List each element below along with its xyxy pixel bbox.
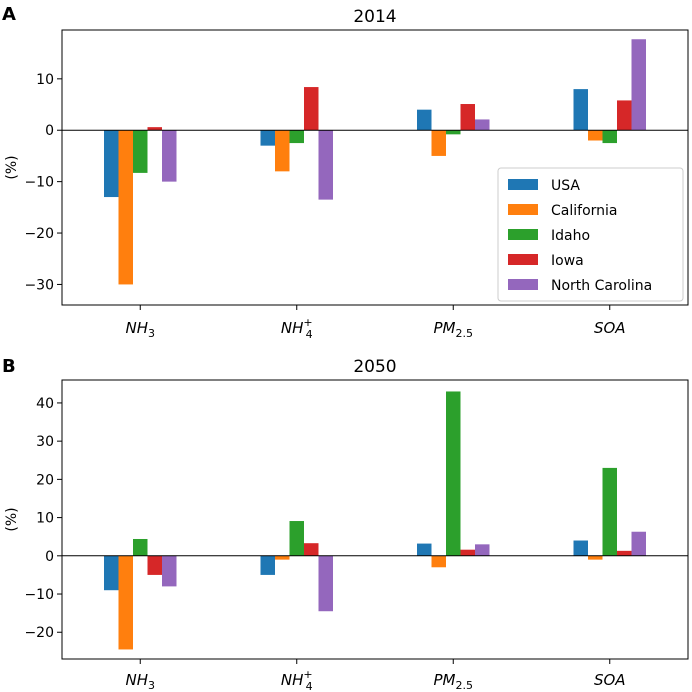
bar-california-3 bbox=[588, 555, 603, 560]
y-tick-label: 20 bbox=[36, 472, 54, 488]
panel-label: A bbox=[2, 4, 16, 25]
x-tick-label: SOA bbox=[594, 319, 626, 337]
y-tick-label: 10 bbox=[36, 72, 54, 88]
bar-california-0 bbox=[118, 130, 133, 285]
y-axis-label: (%) bbox=[4, 507, 20, 531]
y-tick-label: −20 bbox=[24, 625, 54, 641]
bar-usa-1 bbox=[260, 555, 275, 575]
legend-label-iowa: Iowa bbox=[551, 253, 584, 269]
y-axis-label: (%) bbox=[4, 155, 20, 179]
x-tick-label-sub: 3 bbox=[148, 327, 155, 340]
bar-iowa-2 bbox=[460, 104, 475, 131]
bar-california-2 bbox=[431, 130, 446, 156]
bar-north-carolina-0 bbox=[162, 130, 177, 182]
x-tick-label-sub: 2.5 bbox=[456, 679, 474, 692]
bar-iowa-1 bbox=[304, 87, 319, 131]
legend-box bbox=[497, 167, 684, 302]
bar-iowa-2 bbox=[460, 549, 475, 556]
legend-swatch-idaho bbox=[508, 229, 538, 240]
y-tick-label: 30 bbox=[36, 434, 54, 450]
bar-usa-2 bbox=[417, 543, 432, 556]
legend-swatch-iowa bbox=[508, 254, 538, 265]
bar-idaho-3 bbox=[602, 467, 617, 556]
x-tick-label-sup: + bbox=[303, 668, 312, 681]
x-tick-label-base: SOA bbox=[594, 671, 626, 689]
x-tick-label-sub: 3 bbox=[148, 679, 155, 692]
bar-california-3 bbox=[588, 130, 603, 141]
bar-iowa-3 bbox=[617, 100, 632, 131]
legend-label-usa: USA bbox=[551, 178, 580, 194]
bar-idaho-2 bbox=[446, 130, 461, 135]
plot-frame bbox=[61, 29, 689, 306]
bar-north-carolina-3 bbox=[631, 39, 646, 131]
x-tick-label: NH3 bbox=[126, 319, 156, 340]
y-tick-label: −20 bbox=[24, 226, 54, 242]
bar-usa-2 bbox=[417, 109, 432, 131]
bar-idaho-0 bbox=[133, 130, 148, 173]
y-tick-label: −30 bbox=[24, 277, 54, 293]
y-tick-label: 0 bbox=[45, 123, 54, 139]
chart-title: 2050 bbox=[353, 357, 396, 377]
x-tick-label-base: SOA bbox=[594, 319, 626, 337]
bar-north-carolina-1 bbox=[318, 130, 333, 200]
bar-usa-0 bbox=[104, 555, 119, 591]
bar-california-1 bbox=[275, 555, 290, 560]
legend-label-north-carolina: North Carolina bbox=[551, 278, 652, 294]
chart-title: 2014 bbox=[353, 7, 396, 27]
x-tick-label: NH3 bbox=[126, 671, 156, 692]
bar-california-2 bbox=[431, 555, 446, 568]
y-tick-label: −10 bbox=[24, 175, 54, 191]
legend-swatch-california bbox=[508, 204, 538, 215]
x-tick-label: NH+ 4 bbox=[281, 668, 313, 692]
plot-frame bbox=[61, 379, 689, 660]
legend-label-idaho: Idaho bbox=[551, 228, 590, 244]
x-tick-label-base: NH bbox=[126, 671, 149, 689]
legend-swatch-north-carolina bbox=[508, 279, 538, 290]
bar-usa-3 bbox=[573, 89, 588, 131]
x-tick-label-sub: 4 bbox=[306, 680, 313, 692]
x-tick-label-sub: 2.5 bbox=[456, 327, 474, 340]
bar-north-carolina-2 bbox=[475, 119, 490, 131]
bar-idaho-1 bbox=[289, 130, 304, 144]
y-tick-label: −10 bbox=[24, 587, 54, 603]
x-tick-label-sub: 4 bbox=[306, 328, 313, 341]
bar-usa-0 bbox=[104, 130, 119, 198]
x-tick-label: SOA bbox=[594, 671, 626, 689]
x-tick-label: PM2.5 bbox=[434, 671, 474, 692]
bar-north-carolina-1 bbox=[318, 555, 333, 612]
panel-label: B bbox=[2, 356, 16, 377]
bar-north-carolina-0 bbox=[162, 555, 177, 587]
bar-idaho-0 bbox=[133, 538, 148, 556]
x-tick-label-sup: + bbox=[303, 316, 312, 329]
legend-swatch-usa bbox=[508, 179, 538, 190]
y-tick-label: 40 bbox=[36, 396, 54, 412]
bar-usa-1 bbox=[260, 130, 275, 146]
bar-california-1 bbox=[275, 130, 290, 172]
x-tick-label-base: NH bbox=[126, 319, 149, 337]
x-tick-label-base: PM bbox=[434, 671, 456, 689]
bar-usa-3 bbox=[573, 540, 588, 556]
bar-idaho-3 bbox=[602, 130, 617, 144]
bar-idaho-2 bbox=[446, 391, 461, 556]
x-tick-label-base: NH bbox=[281, 671, 304, 689]
bar-idaho-1 bbox=[289, 521, 304, 556]
x-tick-label: NH+ 4 bbox=[281, 316, 313, 341]
y-tick-label: 10 bbox=[36, 511, 54, 527]
bar-north-carolina-3 bbox=[631, 531, 646, 556]
x-tick-label-base: PM bbox=[434, 319, 456, 337]
bar-iowa-0 bbox=[147, 555, 162, 575]
x-tick-label-base: NH bbox=[281, 319, 304, 337]
bar-iowa-1 bbox=[304, 543, 319, 556]
bar-iowa-3 bbox=[617, 550, 632, 556]
bar-north-carolina-2 bbox=[475, 544, 490, 556]
legend: USA California Idaho Iowa North Carolina bbox=[497, 167, 684, 302]
bar-california-0 bbox=[118, 555, 133, 650]
x-tick-label: PM2.5 bbox=[434, 319, 474, 340]
legend-label-california: California bbox=[551, 203, 617, 219]
y-tick-label: 0 bbox=[45, 549, 54, 565]
bar-iowa-0 bbox=[147, 127, 162, 131]
